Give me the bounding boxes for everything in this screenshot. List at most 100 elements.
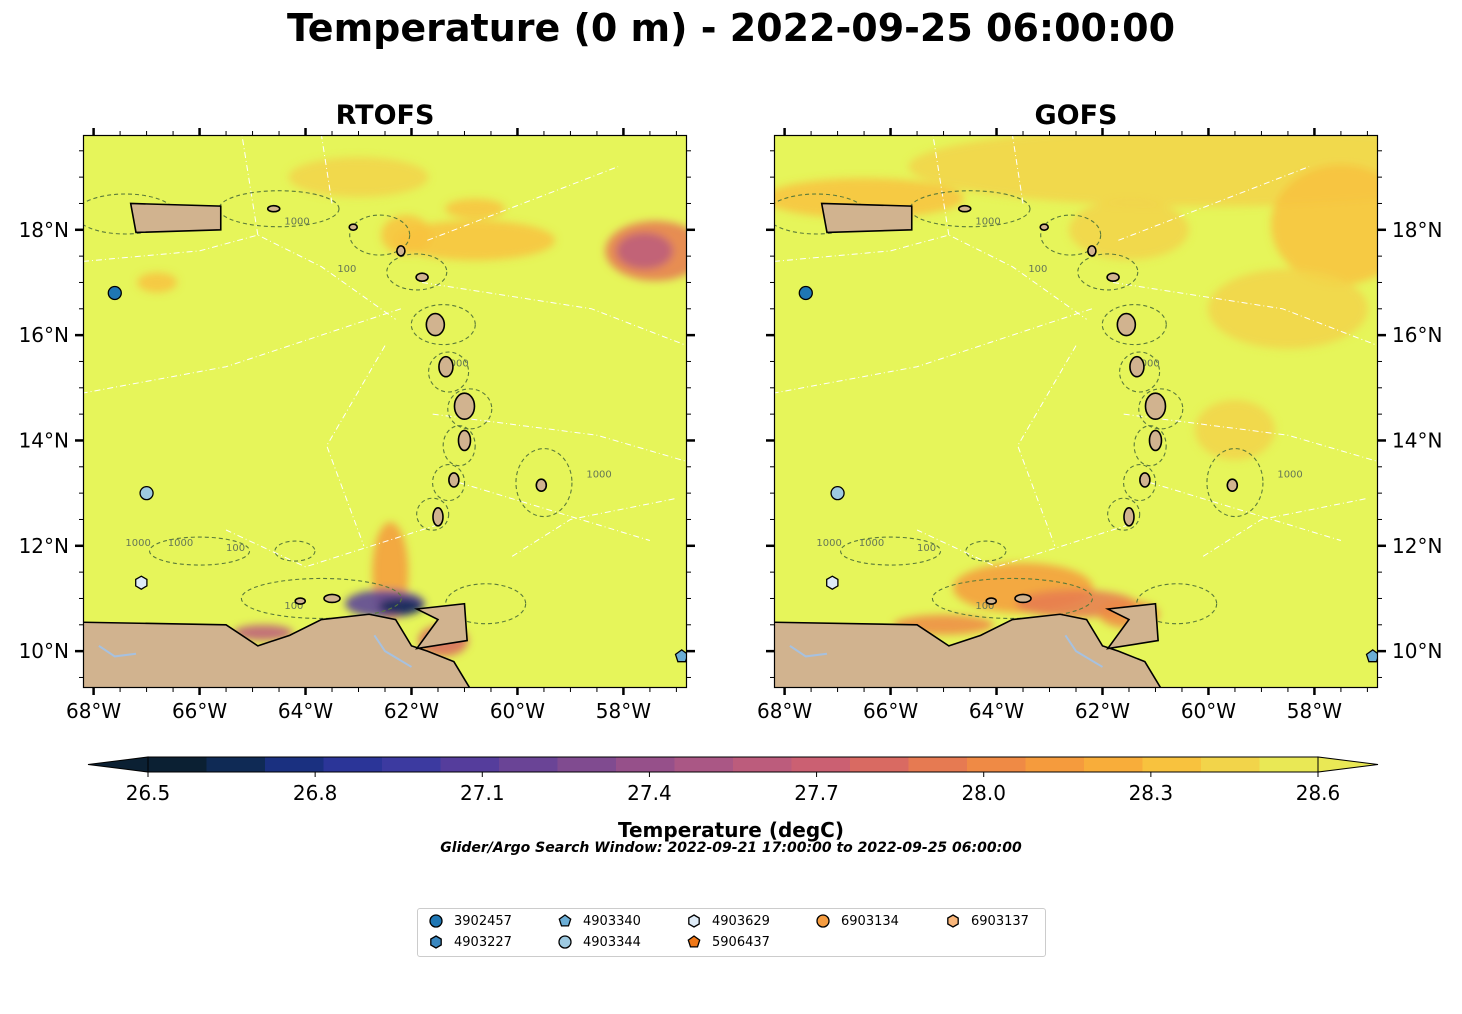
- colorbar-segment: [733, 757, 792, 772]
- colorbar-segment: [440, 757, 500, 772]
- panel-title-rtofs: RTOFS: [335, 100, 435, 131]
- colorbar-segment: [1259, 757, 1319, 772]
- lat-tick-label: 16°N: [1392, 323, 1442, 347]
- legend-item: 5906437: [686, 934, 770, 950]
- legend-label: 3902457: [454, 913, 512, 929]
- colorbar-segment: [908, 757, 968, 772]
- contour-label: 100: [337, 264, 356, 275]
- hexagon-marker-icon: [688, 914, 700, 928]
- legend-marker: [816, 914, 830, 928]
- lat-tick-label: 14°N: [1392, 428, 1442, 452]
- legend-marker: [558, 914, 572, 927]
- island: [1014, 593, 1032, 604]
- island: [438, 355, 454, 378]
- contour-label: 1000: [1277, 469, 1302, 480]
- lat-tick-label: 12°N: [1392, 534, 1442, 558]
- colorbar-extend-high: [1317, 756, 1379, 773]
- legend-marker: [688, 914, 700, 928]
- pentagon-marker-icon: [687, 935, 701, 948]
- colorbar-tick-label: 28.3: [1129, 781, 1174, 805]
- colorbar-segment: [1084, 757, 1143, 772]
- colorbar-segment: [557, 757, 617, 772]
- lon-tick-label: 68°W: [757, 699, 812, 723]
- contour-label: 1000: [284, 217, 309, 228]
- temperature-anomalies: [137, 157, 687, 657]
- search-window-note: Glider/Argo Search Window: 2022-09-21 17…: [440, 840, 1022, 856]
- axis-ticks: [75, 128, 695, 695]
- lat-tick-label: 18°N: [1392, 218, 1442, 242]
- lat-tick-label: 10°N: [19, 639, 69, 663]
- landmass: [83, 202, 548, 688]
- trinidad: [1104, 602, 1159, 650]
- legend-item: 3902457: [428, 913, 512, 929]
- colorbar-tick-label: 26.5: [126, 781, 171, 805]
- colorbar-segment: [1201, 757, 1260, 772]
- contour-label: 100: [1028, 264, 1047, 275]
- float-marker-4903344: [830, 485, 845, 501]
- float-marker-4903629: [135, 575, 148, 590]
- island: [396, 245, 406, 257]
- island: [448, 472, 460, 488]
- legend-item: 4903629: [686, 913, 770, 929]
- panel-title-gofs: GOFS: [1034, 100, 1118, 131]
- legend-label: 4903344: [583, 934, 641, 950]
- lon-tick-label: 68°W: [66, 699, 121, 723]
- trinidad: [413, 602, 468, 650]
- island: [1123, 507, 1135, 527]
- map-frame: [82, 134, 688, 689]
- island: [1139, 472, 1151, 488]
- island: [1039, 223, 1050, 231]
- colorbar-segment: [265, 757, 324, 772]
- contour-label: 1000: [168, 538, 193, 549]
- lon-tick-label: 58°W: [596, 699, 651, 723]
- legend-item: 6903137: [945, 913, 1029, 929]
- lon-tick-label: 64°W: [278, 699, 333, 723]
- rivers: [98, 634, 413, 668]
- legend-label: 4903629: [712, 913, 770, 929]
- lon-tick-label: 62°W: [384, 699, 439, 723]
- lat-tick-label: 12°N: [19, 534, 69, 558]
- puerto-rico: [129, 202, 222, 234]
- colorbar-tick-label: 27.4: [627, 781, 672, 805]
- legend-label: 4903340: [583, 913, 641, 929]
- colorbar-tick-label: 27.7: [794, 781, 839, 805]
- colorbar-tick-label: 28.6: [1296, 781, 1341, 805]
- contour-label: 1000: [443, 359, 468, 370]
- island: [1116, 312, 1137, 337]
- legend-marker: [430, 935, 442, 949]
- contour-label: 1000: [125, 538, 150, 549]
- contour-label: 1000: [975, 217, 1000, 228]
- axis-ticks: [766, 128, 1386, 695]
- map-frame: [773, 134, 1379, 689]
- float-marker-3902457: [107, 285, 122, 301]
- island: [1226, 478, 1239, 493]
- contour-label: 100: [226, 543, 245, 554]
- colorbar-segment: [674, 757, 734, 772]
- circle-marker-icon: [429, 914, 443, 928]
- float-marker-4903344: [139, 485, 154, 501]
- legend-marker: [687, 935, 701, 948]
- island: [1106, 272, 1120, 282]
- temperature-anomalies: [774, 135, 1378, 635]
- lon-tick-label: 60°W: [1181, 699, 1236, 723]
- colorbar-segment: [148, 757, 207, 772]
- legend-marker: [429, 914, 443, 928]
- island: [453, 392, 476, 421]
- legend-label: 5906437: [712, 934, 770, 950]
- island: [1087, 245, 1097, 257]
- island: [457, 429, 472, 452]
- legend-item: 4903340: [557, 913, 641, 929]
- contour-label: 100: [284, 601, 303, 612]
- colorbar-segment: [206, 757, 266, 772]
- contour-label: 1000: [816, 538, 841, 549]
- rivers: [789, 634, 1104, 668]
- lon-tick-label: 64°W: [969, 699, 1024, 723]
- contour-label: 100: [975, 601, 994, 612]
- contour-label: 1000: [859, 538, 884, 549]
- island: [266, 204, 281, 213]
- island: [323, 593, 341, 604]
- colorbar-segment: [791, 757, 851, 772]
- island: [1129, 355, 1145, 378]
- colorbar-tick-label: 28.0: [961, 781, 1006, 805]
- hexagon-marker-icon: [430, 935, 442, 949]
